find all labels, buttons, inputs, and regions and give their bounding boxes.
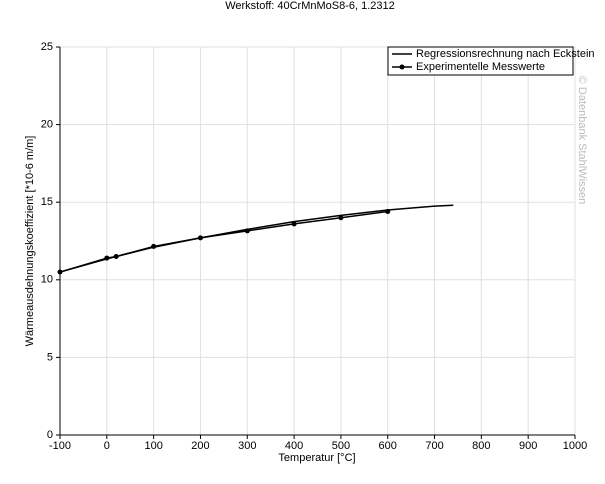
x-tick-label: 400 bbox=[285, 440, 303, 452]
x-tick-label: 700 bbox=[425, 440, 443, 452]
data-point bbox=[57, 269, 63, 275]
y-axis-label: Wärmeausdehnungskoeffizient [*10-6 m/m] bbox=[24, 136, 36, 347]
legend-label: Experimentelle Messwerte bbox=[416, 61, 545, 73]
x-tick-label: 200 bbox=[191, 440, 209, 452]
x-tick-label: 900 bbox=[519, 440, 537, 452]
y-tick-label: 25 bbox=[41, 41, 53, 53]
legend-box bbox=[387, 46, 574, 76]
x-tick-label: 500 bbox=[332, 440, 350, 452]
data-point bbox=[244, 228, 250, 234]
x-tick-label: 0 bbox=[104, 440, 110, 452]
x-tick-label: 1000 bbox=[563, 440, 587, 452]
x-axis-label: Temperatur [°C] bbox=[278, 452, 355, 464]
legend-label: Regressionsrechnung nach Eckstein bbox=[416, 48, 595, 60]
data-point bbox=[385, 209, 391, 215]
data-point bbox=[151, 243, 157, 249]
data-point bbox=[104, 255, 110, 261]
x-tick-label: -100 bbox=[49, 440, 71, 452]
series-line bbox=[59, 210, 388, 273]
chart-title: Werkstoff: 40CrMnMoS8-6, 1.2312 bbox=[225, 0, 395, 12]
y-tick-label: 10 bbox=[41, 274, 53, 286]
x-tick-label: 800 bbox=[472, 440, 490, 452]
x-tick-label: 600 bbox=[379, 440, 397, 452]
data-point bbox=[197, 235, 203, 241]
data-point bbox=[113, 254, 119, 260]
watermark: © Datenbank StahlWissen bbox=[576, 76, 588, 205]
y-tick-label: 0 bbox=[47, 429, 53, 441]
y-tick-label: 15 bbox=[41, 196, 53, 208]
data-point bbox=[338, 215, 344, 221]
series-line bbox=[59, 204, 454, 273]
legend-marker bbox=[399, 64, 405, 70]
x-tick-label: 100 bbox=[144, 440, 162, 452]
y-tick-label: 5 bbox=[47, 351, 53, 363]
y-tick-label: 20 bbox=[41, 119, 53, 131]
data-point bbox=[291, 221, 297, 227]
x-tick-label: 300 bbox=[238, 440, 256, 452]
